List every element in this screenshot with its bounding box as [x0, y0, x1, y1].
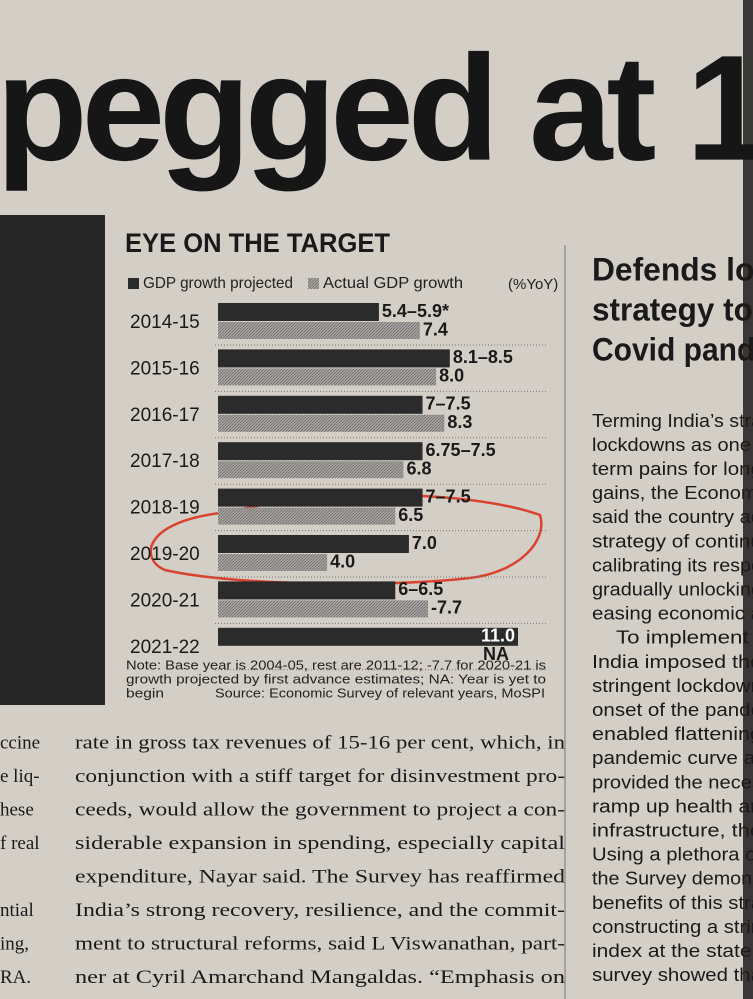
sidebar-line: lockdowns as one f — [592, 435, 753, 455]
actual-bar — [218, 600, 428, 618]
projected-bar — [218, 349, 450, 368]
actual-bar — [218, 554, 328, 571]
value-label: 8.1–8.5 — [453, 347, 513, 367]
projected-bar — [218, 627, 518, 646]
article-fragment: f real — [0, 833, 40, 854]
value-label: 11.0 — [481, 626, 515, 646]
projected-bar — [218, 395, 423, 414]
sidebar-line: India imposed the — [592, 652, 753, 672]
article-line: siderable expansion in spending, especia… — [75, 833, 565, 854]
sidebar-line: onset of the pande — [592, 700, 753, 720]
sidebar-line: gains, the Economi — [592, 483, 753, 503]
sidebar-line: benefits of this stra — [592, 893, 753, 913]
sidebar-line: calibrating its respo — [592, 555, 753, 575]
projected-bar — [218, 535, 409, 553]
category-label: 2020-21 — [130, 590, 200, 611]
article-line: conjunction with a stiff target for disi… — [75, 766, 565, 787]
sidebar-line: index at the state l — [592, 941, 753, 961]
sidebar-line: provided the neces — [592, 772, 753, 792]
actual-bar — [218, 414, 445, 432]
sidebar-line: To implement it — [616, 628, 753, 648]
category-label: 2018-19 — [130, 498, 200, 519]
legend-swatch — [128, 278, 139, 289]
value-label: 6.8 — [406, 458, 431, 478]
value-label: 6.5 — [398, 505, 423, 525]
value-label: 7.4 — [423, 319, 448, 339]
page-edge — [743, 0, 753, 999]
article-fragment: RA. — [0, 967, 31, 988]
category-label: 2017-18 — [130, 451, 200, 472]
value-label: -7.7 — [431, 598, 462, 618]
sidebar-line: pandemic curve ar — [592, 748, 753, 768]
projected-bar — [218, 303, 379, 321]
sidebar-line: infrastructure, the — [592, 820, 753, 840]
projected-bar — [218, 442, 423, 461]
article-line: ner at Cyril Amarchand Mangaldas. “Empha… — [75, 967, 566, 988]
category-label: 2019-20 — [130, 544, 200, 565]
article-line: India’s strong recovery, resilience, and… — [75, 900, 565, 921]
sidebar-line: enabled flattening — [592, 724, 753, 744]
value-label: NA — [483, 644, 509, 664]
value-label: 5.4–5.9* — [382, 301, 449, 321]
article-fragment: ccine — [0, 732, 40, 753]
value-label: 8.3 — [447, 412, 472, 432]
photo — [0, 215, 105, 705]
category-label: 2015-16 — [130, 358, 200, 379]
value-label: 6–6.5 — [398, 579, 443, 599]
sidebar-line: said the country ad — [592, 507, 753, 527]
article-fragment: ntial — [0, 900, 34, 921]
chart-title: EYE ON THE TARGET — [125, 228, 390, 258]
category-label: 2021-22 — [130, 637, 200, 658]
category-label: 2014-15 — [130, 312, 200, 333]
actual-bar — [218, 368, 437, 386]
sidebar-heading: strategy to f — [592, 291, 753, 327]
projected-bar — [218, 488, 423, 507]
value-label: 7–7.5 — [426, 486, 471, 506]
source: Source: Economic Survey of relevant year… — [215, 685, 545, 700]
value-label: 7.0 — [412, 533, 437, 553]
sidebar-line: the Survey demons — [592, 869, 753, 889]
projected-bar — [218, 581, 396, 600]
note: Note: Base year is 2004-05, rest are 201… — [126, 657, 547, 672]
sidebar-line: easing economic a — [592, 604, 753, 624]
sidebar-line: ramp up health an — [592, 796, 753, 816]
sidebar-line: survey showed tha — [592, 965, 753, 985]
value-label: 7–7.5 — [426, 394, 471, 414]
article-line: rate in gross tax revenues of 15-16 per … — [75, 732, 566, 753]
legend-label: GDP growth projected — [143, 275, 293, 292]
actual-bar — [218, 322, 420, 339]
sidebar-line: term pains for long — [592, 459, 753, 479]
sidebar-line: Using a plethora of — [592, 845, 753, 865]
note: growth projected by first advance estima… — [126, 671, 546, 686]
legend-label: Actual GDP growth — [323, 275, 463, 292]
article-fragment: hese — [0, 799, 34, 820]
actual-bar — [218, 461, 404, 479]
sidebar-line: constructing a strin — [592, 917, 753, 937]
value-label: 6.75–7.5 — [426, 440, 496, 460]
value-label: 8.0 — [439, 366, 464, 386]
value-label: 4.0 — [330, 551, 355, 571]
sidebar-heading: Covid pande — [592, 331, 753, 367]
sidebar-line: Terming India’s stra — [592, 411, 753, 431]
unit-label: (%YoY) — [508, 276, 558, 293]
article-line: ment to structural reforms, said L Viswa… — [75, 933, 565, 954]
article-fragment: e liq- — [0, 766, 40, 787]
sidebar-line: gradually unlocking — [592, 579, 753, 599]
sidebar-line: strategy of continu — [592, 531, 753, 551]
headline: pegged at 11% — [0, 24, 753, 192]
category-label: 2016-17 — [130, 405, 200, 426]
legend-swatch — [308, 278, 319, 289]
sidebar-line: stringent lockdown — [592, 676, 753, 696]
article-line: expenditure, Nayar said. The Survey has … — [75, 866, 566, 887]
actual-bar — [218, 507, 396, 525]
sidebar-heading: Defends loc — [592, 251, 753, 287]
article-line: ceeds, would allow the government to pro… — [75, 799, 565, 820]
note: begin — [126, 685, 164, 700]
article-fragment: ing, — [0, 933, 29, 954]
